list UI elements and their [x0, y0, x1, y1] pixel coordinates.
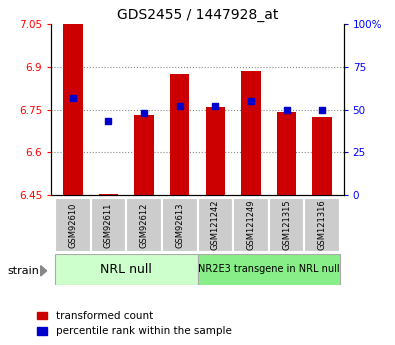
Bar: [134, 115, 154, 195]
Text: GSM121315: GSM121315: [282, 200, 291, 250]
FancyBboxPatch shape: [126, 198, 162, 253]
Text: NRL null: NRL null: [100, 263, 152, 276]
Text: GSM121242: GSM121242: [211, 200, 220, 250]
FancyBboxPatch shape: [198, 198, 233, 253]
FancyBboxPatch shape: [198, 254, 340, 285]
Text: GSM92612: GSM92612: [139, 203, 149, 248]
FancyBboxPatch shape: [90, 198, 126, 253]
Bar: [63, 24, 83, 195]
FancyBboxPatch shape: [305, 198, 340, 253]
Bar: [205, 107, 225, 195]
FancyBboxPatch shape: [233, 198, 269, 253]
FancyBboxPatch shape: [55, 198, 90, 253]
Legend: transformed count, percentile rank within the sample: transformed count, percentile rank withi…: [37, 311, 231, 336]
Text: GSM121316: GSM121316: [318, 200, 327, 250]
Text: strain: strain: [8, 266, 40, 276]
Bar: [241, 71, 261, 195]
FancyBboxPatch shape: [55, 254, 198, 285]
Bar: [99, 194, 118, 195]
Bar: [312, 117, 332, 195]
Text: NR2E3 transgene in NRL null: NR2E3 transgene in NRL null: [198, 264, 340, 274]
Bar: [277, 112, 296, 195]
Polygon shape: [41, 266, 47, 276]
Text: GSM92610: GSM92610: [68, 203, 77, 248]
Title: GDS2455 / 1447928_at: GDS2455 / 1447928_at: [117, 8, 278, 22]
Text: GSM92611: GSM92611: [104, 203, 113, 248]
Bar: [170, 74, 190, 195]
FancyBboxPatch shape: [162, 198, 198, 253]
Text: GSM121249: GSM121249: [246, 200, 256, 250]
Text: GSM92613: GSM92613: [175, 203, 184, 248]
FancyBboxPatch shape: [269, 198, 305, 253]
